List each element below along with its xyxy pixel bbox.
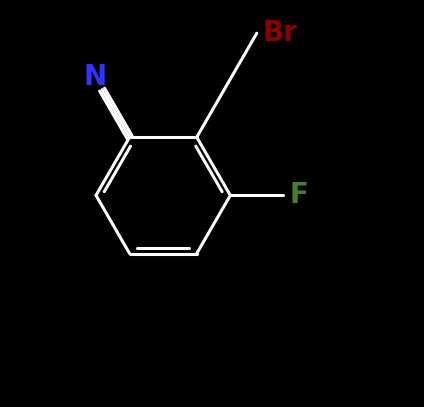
Text: F: F bbox=[289, 182, 308, 209]
Text: N: N bbox=[84, 63, 106, 91]
Text: Br: Br bbox=[263, 19, 298, 47]
